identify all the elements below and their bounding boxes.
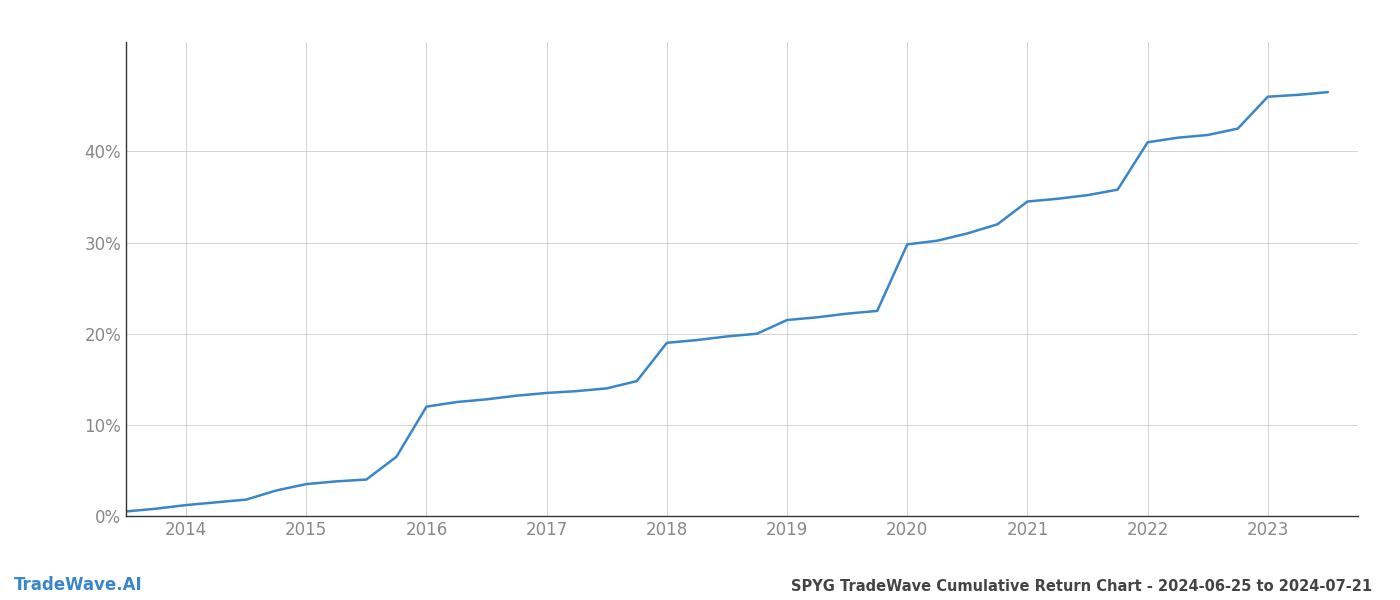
- Text: SPYG TradeWave Cumulative Return Chart - 2024-06-25 to 2024-07-21: SPYG TradeWave Cumulative Return Chart -…: [791, 579, 1372, 594]
- Text: TradeWave.AI: TradeWave.AI: [14, 576, 143, 594]
